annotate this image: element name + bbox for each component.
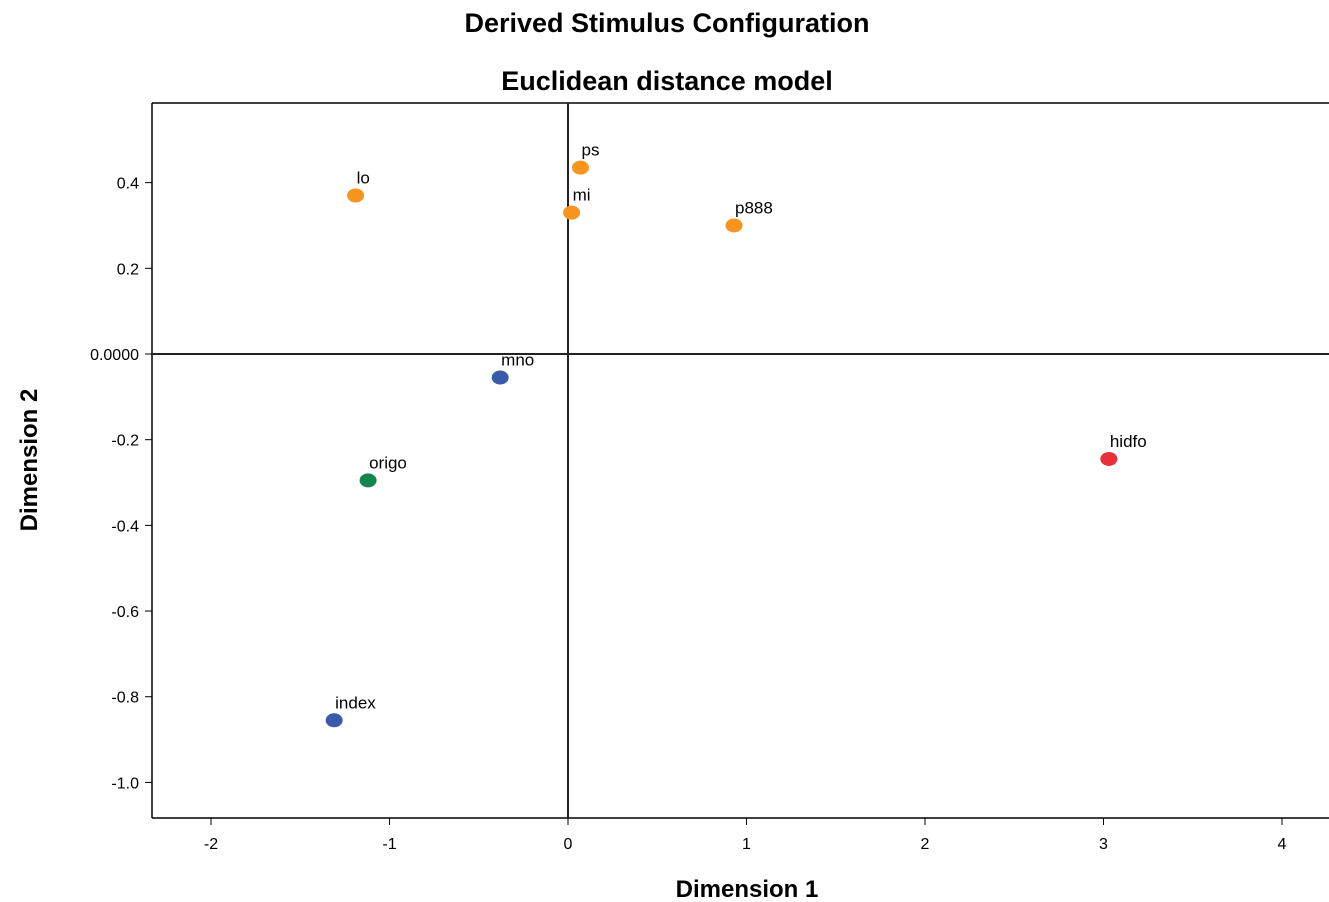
point-label-p888: p888 bbox=[735, 198, 773, 217]
data-point-mi bbox=[563, 205, 581, 220]
x-tick-label: -1 bbox=[382, 836, 396, 853]
point-label-hidfo: hidfo bbox=[1110, 432, 1147, 451]
data-point-p888 bbox=[725, 218, 743, 233]
data-point-mno bbox=[491, 370, 509, 385]
y-tick-label: -0.8 bbox=[111, 690, 139, 707]
data-point-hidfo bbox=[1100, 451, 1118, 466]
point-label-ps: ps bbox=[581, 141, 599, 160]
point-label-mno: mno bbox=[501, 351, 534, 370]
point-label-lo: lo bbox=[357, 168, 370, 187]
chart-title: Derived Stimulus Configuration bbox=[464, 8, 869, 38]
data-point-index bbox=[325, 713, 343, 728]
data-point-ps bbox=[571, 160, 589, 175]
x-tick-label: 1 bbox=[742, 836, 751, 853]
y-tick-label: -0.6 bbox=[111, 604, 139, 621]
y-tick-label: 0.4 bbox=[117, 176, 139, 193]
point-label-mi: mi bbox=[573, 186, 591, 205]
x-tick-label: 3 bbox=[1099, 836, 1108, 853]
plot-area: -2 -1 0 1 2 3 4 0.4 0.2 0.0000 -0.2 -0.4 -0.6 -0.8 -1.… bbox=[90, 102, 1329, 853]
y-tick-label: 0.0000 bbox=[90, 347, 139, 364]
y-tick-label: 0.2 bbox=[117, 261, 139, 278]
x-tick-label: 0 bbox=[564, 836, 573, 853]
x-tick-label: 4 bbox=[1278, 836, 1287, 853]
data-point-lo bbox=[347, 188, 365, 203]
x-tick-label: -2 bbox=[204, 836, 218, 853]
y-tick-label: -0.4 bbox=[111, 518, 139, 535]
chart-subtitle: Euclidean distance model bbox=[501, 66, 833, 96]
data-point-origo bbox=[359, 473, 377, 488]
y-axis-title: Dimension 2 bbox=[16, 389, 43, 532]
point-label-index: index bbox=[335, 693, 376, 712]
x-axis-title: Dimension 1 bbox=[676, 876, 819, 902]
point-label-origo: origo bbox=[369, 453, 407, 472]
x-tick-label: 2 bbox=[921, 836, 930, 853]
y-tick-label: -0.2 bbox=[111, 433, 139, 450]
y-tick-label: -1.0 bbox=[111, 775, 139, 792]
